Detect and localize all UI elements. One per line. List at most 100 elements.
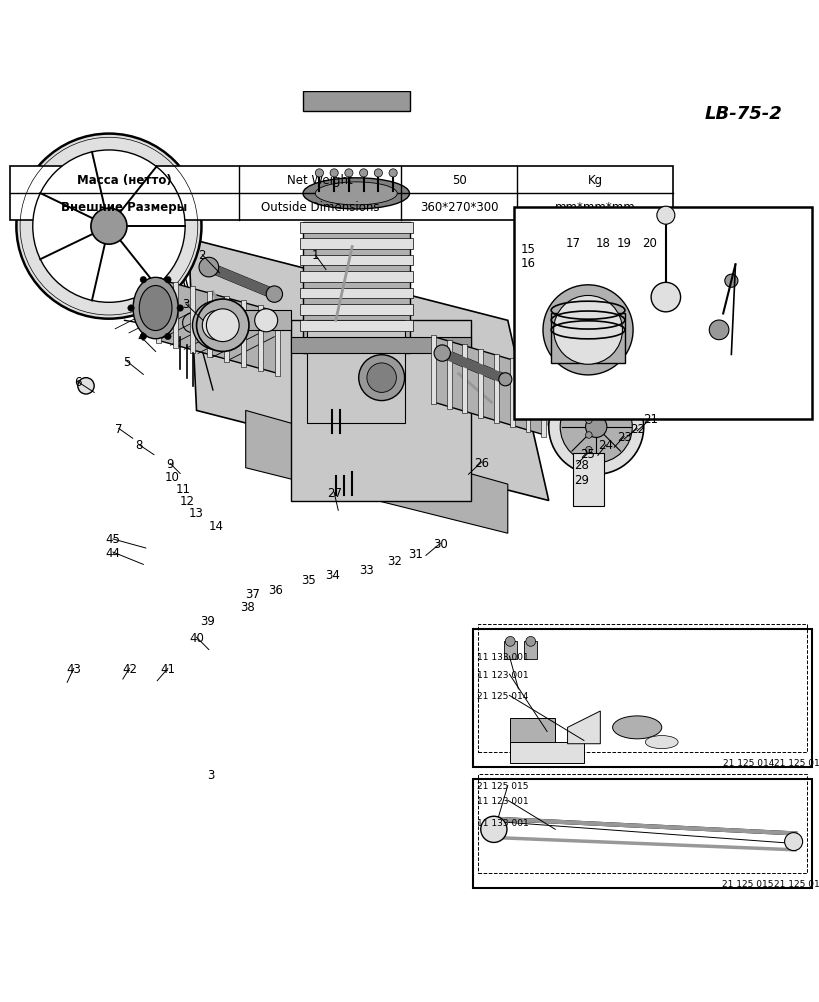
Circle shape [174, 306, 210, 342]
Text: 43: 43 [66, 662, 81, 675]
Text: 21 125 014: 21 125 014 [477, 691, 528, 700]
Circle shape [202, 312, 232, 341]
Circle shape [586, 447, 592, 454]
Bar [510, 742, 584, 763]
Polygon shape [568, 711, 600, 744]
Circle shape [657, 207, 675, 225]
Polygon shape [275, 311, 280, 377]
Ellipse shape [645, 735, 678, 748]
Circle shape [709, 321, 729, 341]
Circle shape [192, 302, 242, 351]
Circle shape [197, 300, 249, 352]
Bar [300, 239, 413, 249]
Polygon shape [174, 283, 179, 349]
Text: 15: 15 [521, 242, 536, 256]
Polygon shape [242, 301, 247, 368]
Text: 45: 45 [106, 533, 120, 546]
Circle shape [524, 384, 529, 389]
Circle shape [785, 833, 803, 851]
Text: 6: 6 [74, 376, 82, 389]
Polygon shape [434, 338, 545, 436]
Text: 1: 1 [311, 249, 319, 263]
Bar [300, 272, 413, 283]
Circle shape [128, 306, 134, 312]
Text: mm*mm*mm: mm*mm*mm [555, 201, 636, 214]
Ellipse shape [139, 287, 172, 332]
Circle shape [359, 356, 405, 401]
Polygon shape [156, 278, 161, 344]
Circle shape [374, 169, 382, 177]
Polygon shape [526, 364, 531, 433]
Text: 21 125 015: 21 125 015 [477, 782, 528, 791]
Text: 12: 12 [179, 495, 194, 507]
Bar [510, 717, 555, 750]
Circle shape [651, 284, 681, 313]
Text: 18: 18 [595, 236, 610, 249]
Circle shape [554, 357, 559, 362]
Circle shape [565, 384, 570, 389]
Text: Внешние Размеры: Внешние Размеры [61, 201, 188, 214]
Text: 16: 16 [521, 258, 536, 271]
Circle shape [725, 275, 738, 288]
Text: 26: 26 [474, 456, 489, 469]
Circle shape [183, 314, 202, 334]
Ellipse shape [133, 278, 179, 340]
Ellipse shape [613, 716, 662, 739]
Text: 35: 35 [301, 574, 316, 587]
Text: 19: 19 [617, 236, 631, 249]
Text: Масса (нетто): Масса (нетто) [77, 174, 172, 187]
Bar [524, 641, 537, 659]
Text: 5: 5 [123, 356, 131, 369]
Bar [573, 454, 604, 507]
Bar [300, 289, 413, 299]
Bar [300, 222, 413, 233]
Circle shape [360, 169, 368, 177]
Text: 44: 44 [106, 546, 120, 559]
Circle shape [586, 432, 592, 439]
Text: 360*270*300: 360*270*300 [420, 201, 499, 214]
Bar [514, 208, 812, 419]
Text: 39: 39 [200, 614, 215, 627]
Text: 13: 13 [189, 507, 204, 520]
Circle shape [91, 208, 127, 244]
Bar [303, 222, 410, 354]
Text: 42: 42 [122, 662, 137, 675]
Ellipse shape [532, 364, 562, 409]
Circle shape [586, 406, 592, 413]
Circle shape [140, 278, 147, 284]
Polygon shape [224, 297, 229, 363]
Text: 21 125 015: 21 125 015 [774, 880, 819, 889]
Circle shape [206, 310, 239, 343]
Circle shape [535, 411, 539, 416]
Polygon shape [160, 281, 278, 374]
Circle shape [16, 134, 201, 320]
Text: 29: 29 [574, 473, 589, 486]
Circle shape [330, 169, 338, 177]
Circle shape [554, 411, 559, 416]
Text: 27: 27 [327, 486, 342, 499]
Text: 22: 22 [630, 423, 645, 436]
Text: 32: 32 [387, 554, 402, 567]
Ellipse shape [315, 182, 397, 205]
Circle shape [505, 637, 515, 646]
Bar [291, 338, 471, 354]
Circle shape [199, 258, 219, 278]
Circle shape [165, 334, 171, 341]
Text: 21 125 014: 21 125 014 [774, 759, 819, 768]
Polygon shape [494, 355, 499, 423]
Circle shape [165, 278, 171, 284]
Polygon shape [446, 341, 451, 409]
Bar [473, 780, 812, 888]
Text: 36: 36 [268, 584, 283, 596]
Text: 25: 25 [580, 448, 595, 461]
Bar [291, 321, 471, 501]
Polygon shape [463, 345, 468, 414]
Text: 21: 21 [644, 413, 658, 426]
Text: 8: 8 [135, 439, 143, 452]
Text: 4: 4 [137, 331, 145, 344]
Text: 2: 2 [198, 249, 206, 263]
Circle shape [255, 310, 278, 333]
Text: Outside Dimensions: Outside Dimensions [260, 201, 379, 214]
Text: 14: 14 [209, 520, 224, 533]
Circle shape [78, 379, 94, 395]
